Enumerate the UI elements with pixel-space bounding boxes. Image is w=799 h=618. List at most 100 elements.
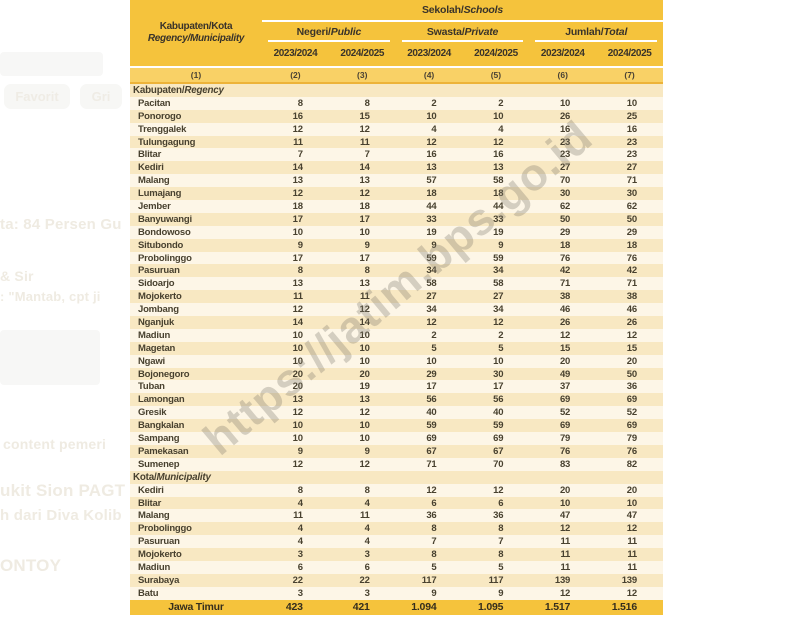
cell-value: 23	[626, 149, 637, 161]
cell-region-name: Trenggalek	[138, 123, 187, 135]
cell-value: 2	[498, 97, 504, 109]
cell-value: 18	[493, 188, 504, 200]
cell-region-name: Pamekasan	[138, 445, 189, 457]
cell-value: 12	[426, 317, 437, 329]
column-number: (2)	[290, 70, 301, 80]
cell-value: 20	[292, 368, 303, 380]
header-schools-title: Sekolah/Schools	[262, 0, 663, 22]
cell-region-name: Pacitan	[138, 97, 171, 109]
cell-region-name: Probolinggo	[138, 252, 192, 264]
cell-value: 13	[359, 394, 370, 406]
cell-value: 11	[360, 136, 370, 148]
table-row: Pamekasan 9 9 67 67 76 76	[130, 444, 663, 458]
cell-region-name: Sidoarjo	[138, 278, 175, 290]
background-text-fragment: content pemeri	[3, 436, 107, 452]
cell-value: 2	[498, 329, 504, 341]
cell-value: 23	[559, 149, 571, 161]
cell-region-name: Madiun	[138, 329, 171, 341]
cell-value: 14	[359, 162, 370, 174]
cell-value: 23	[626, 136, 637, 148]
cell-region-name: Kediri	[138, 484, 164, 496]
cell-value: 4	[297, 536, 303, 548]
table-row: Pacitan 8 8 2 2 10 10	[130, 96, 663, 110]
cell-value: 29	[626, 226, 637, 238]
cell-value: 29	[426, 368, 437, 380]
cell-value: 12	[559, 523, 571, 535]
cell-value: 6	[364, 561, 370, 573]
section-header-regency: Kabupaten/Regency	[130, 84, 663, 97]
cell-value: 13	[292, 278, 303, 290]
cell-value: 46	[626, 304, 637, 316]
cell-value: 14	[359, 317, 370, 329]
cell-value: 79	[626, 433, 637, 445]
cell-region-name: Sampang	[138, 433, 180, 445]
cell-value: 16	[292, 110, 303, 122]
cell-region-name: Madiun	[138, 561, 171, 573]
cell-value: 6	[498, 497, 504, 509]
header-region-line1: Kabupaten/Kota	[159, 21, 233, 32]
table-row: Bojonegoro 20 20 29 30 49 50	[130, 367, 663, 381]
table-row: Kediri 14 14 13 13 27 27	[130, 161, 663, 175]
cell-region-name: Tulungagung	[138, 136, 196, 148]
cell-value: 12	[359, 188, 370, 200]
cell-value: 15	[559, 342, 571, 354]
cell-value: 17	[292, 252, 303, 264]
cell-value: 10	[359, 226, 370, 238]
cell-value: 12	[359, 458, 370, 470]
cell-value: 19	[493, 226, 504, 238]
cell-value: 44	[426, 201, 437, 213]
cell-value: 117	[421, 574, 437, 586]
cell-value: 16	[559, 123, 571, 135]
cell-value: 46	[559, 304, 571, 316]
cell-value: 8	[431, 549, 437, 561]
table-row: Nganjuk 14 14 12 12 26 26	[130, 316, 663, 329]
cell-region-name: Blitar	[138, 149, 162, 161]
cell-value: 5	[431, 342, 437, 354]
cell-value: 70	[559, 175, 571, 187]
cell-value: 10	[626, 97, 637, 109]
cell-value: 5	[498, 561, 504, 573]
cell-value: 49	[559, 368, 571, 380]
cell-value: 56	[426, 394, 437, 406]
table-header: Kabupaten/Kota Regency/Municipality Seko…	[130, 0, 663, 66]
cell-region-name: Mojokerto	[138, 549, 182, 561]
cell-value: 11	[293, 510, 303, 522]
cell-value: 12	[559, 587, 571, 599]
cell-value: 12	[493, 317, 504, 329]
section-header-municipality: Kota/Municipality	[130, 470, 663, 484]
section-label: Kabupaten/Regency	[133, 85, 224, 96]
cell-value: 20	[626, 355, 637, 367]
cell-value: 82	[626, 458, 637, 470]
cell-value: 69	[426, 433, 437, 445]
table-row: Kediri 8 8 12 12 20 20	[130, 483, 663, 497]
cell-value: 18	[559, 239, 571, 251]
cell-region-name: Sumenep	[138, 458, 180, 470]
cell-region-name: Jombang	[138, 304, 179, 316]
cell-value: 36	[626, 381, 637, 393]
cell-value: 34	[493, 265, 504, 277]
cell-value: 38	[559, 291, 571, 303]
cell-value: 4	[364, 536, 370, 548]
table-row: Jember 18 18 44 44 62 62	[130, 200, 663, 213]
cell-value: 67	[493, 445, 504, 457]
cell-value: 58	[493, 278, 504, 290]
cell-value: 11	[560, 561, 571, 573]
cell-value: 69	[559, 394, 571, 406]
cell-region-name: Malang	[138, 510, 170, 522]
cell-value: 67	[426, 445, 437, 457]
cell-value: 11	[293, 136, 303, 148]
cell-value: 18	[626, 239, 637, 251]
cell-value: 47	[559, 510, 571, 522]
cell-value: 12	[359, 407, 370, 419]
cell-region-name: Lumajang	[138, 188, 182, 200]
table-body: Kabupaten/Regency Pacitan 8 8 2 2 10 10 Ponorogo…	[130, 84, 663, 600]
table-row: Malang 11 11 36 36 47 47	[130, 509, 663, 523]
cell-value: 59	[426, 252, 437, 264]
cell-value: 14	[292, 317, 303, 329]
cell-value: 10	[292, 342, 303, 354]
cell-value: 8	[364, 484, 370, 496]
cell-value: 11	[293, 291, 303, 303]
cell-value: 69	[626, 420, 637, 432]
cell-value: 57	[426, 175, 437, 187]
cell-value: 26	[559, 110, 571, 122]
